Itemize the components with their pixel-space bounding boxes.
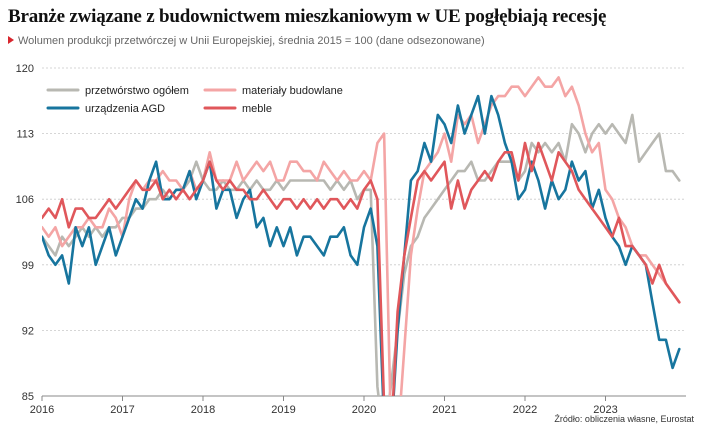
legend-label: przetwórstwo ogółem xyxy=(85,85,189,97)
x-tick-label: 2023 xyxy=(593,404,617,416)
y-tick-label: 99 xyxy=(22,260,34,272)
legend-label: urządzenia AGD xyxy=(85,103,165,115)
series-line-3 xyxy=(42,141,681,396)
x-tick-label: 2022 xyxy=(513,404,537,416)
y-tick-label: 120 xyxy=(16,63,34,75)
triangle-marker-icon xyxy=(8,36,14,44)
y-tick-label: 106 xyxy=(16,194,34,206)
y-tick-label: 113 xyxy=(16,129,34,141)
chart-subtitle: Wolumen produkcji przetwórczej w Unii Eu… xyxy=(8,35,485,47)
series-line-2 xyxy=(42,94,681,396)
x-axis: 2016 2017 2018 2019 2020 2021 2022 2023 xyxy=(30,396,618,416)
series-line-1 xyxy=(42,76,681,396)
x-tick-label: 2020 xyxy=(352,404,376,416)
y-axis: 85 92 99 106 113 120 xyxy=(16,63,34,403)
chart-subtitle-text: Wolumen produkcji przetwórczej w Unii Eu… xyxy=(18,35,485,47)
x-tick-label: 2016 xyxy=(30,404,54,416)
y-tick-label: 85 xyxy=(22,391,34,403)
y-tick-label: 92 xyxy=(22,325,34,337)
series-lines xyxy=(42,76,681,396)
x-tick-label: 2017 xyxy=(110,404,134,416)
x-tick-label: 2018 xyxy=(191,404,215,416)
legend-label: materiały budowlane xyxy=(242,85,343,97)
legend: przetwórstwo ogółem materiały budowlane ur… xyxy=(46,85,343,115)
chart-title: Branże związane z budownictwem mieszkani… xyxy=(8,6,607,27)
source-note: Źródło: obliczenia własne, Eurostat xyxy=(554,414,694,424)
x-tick-label: 2021 xyxy=(432,404,456,416)
series-line-0 xyxy=(42,113,681,396)
legend-label: meble xyxy=(242,103,272,115)
x-tick-label: 2019 xyxy=(271,404,295,416)
